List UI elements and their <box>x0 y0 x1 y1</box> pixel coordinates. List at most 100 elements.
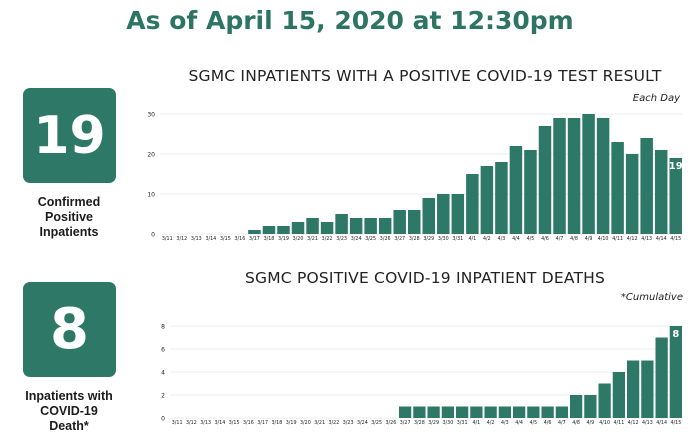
inpatients-x-tick-label: 3/30 <box>438 236 449 242</box>
inpatients-bar <box>466 174 479 234</box>
inpatients-bar <box>335 214 348 234</box>
deaths-x-tick-label: 4/15 <box>670 420 681 426</box>
inpatients-bar <box>349 218 363 234</box>
inpatients-x-tick-label: 4/2 <box>483 236 491 242</box>
deaths-chart-note: *Cumulative <box>620 292 683 303</box>
deaths-x-tick-label: 4/8 <box>572 420 580 426</box>
deaths-x-tick-label: 3/30 <box>442 420 453 426</box>
deaths-bar <box>655 337 668 418</box>
deaths-x-tick-label: 4/11 <box>613 420 624 426</box>
inpatients-data-label: 19 <box>669 161 683 172</box>
inpatients-bar <box>378 218 392 234</box>
page-headline: As of April 15, 2020 at 12:30pm <box>126 6 574 35</box>
inpatients-bar <box>393 210 406 234</box>
inpatients-x-tick-label: 3/12 <box>176 236 187 242</box>
inpatients-bar <box>364 218 377 234</box>
deaths-x-tick-label: 3/18 <box>271 420 282 426</box>
deaths-bar <box>527 406 540 418</box>
inpatients-x-tick-label: 4/10 <box>598 236 609 242</box>
inpatients-x-tick-label: 3/13 <box>191 236 202 242</box>
deaths-x-tick-label: 4/6 <box>544 420 552 426</box>
inpatients-x-tick-label: 3/28 <box>409 236 420 242</box>
inpatients-x-tick-label: 3/22 <box>322 236 333 242</box>
inpatients-bar <box>437 194 450 234</box>
deaths-x-tick-label: 3/31 <box>457 420 468 426</box>
deaths-bar <box>541 406 554 418</box>
inpatients-bar <box>495 162 508 234</box>
deaths-bar <box>498 406 512 418</box>
inpatients-y-tick-label: 0 <box>151 232 155 239</box>
inpatients-bar <box>480 166 494 234</box>
inpatients-x-tick-label: 4/12 <box>627 236 638 242</box>
deaths-x-tick-label: 4/4 <box>515 420 523 426</box>
deaths-x-tick-label: 4/12 <box>628 420 639 426</box>
deaths-x-tick-label: 3/28 <box>414 420 425 426</box>
inpatients-bar <box>654 150 668 234</box>
inpatients-x-tick-label: 4/3 <box>498 236 506 242</box>
deaths-x-tick-label: 3/16 <box>243 420 254 426</box>
inpatients-bar <box>567 118 581 234</box>
inpatients-x-tick-label: 3/21 <box>307 236 318 242</box>
inpatients-x-tick-label: 3/18 <box>264 236 275 242</box>
inpatients-bar <box>538 126 552 234</box>
deaths-bar <box>470 406 483 418</box>
deaths-x-tick-label: 4/14 <box>656 420 667 426</box>
deaths-x-tick-label: 3/22 <box>328 420 339 426</box>
deaths-x-tick-label: 4/2 <box>487 420 495 426</box>
inpatients-bar <box>277 226 290 234</box>
deaths-x-tick-label: 3/19 <box>286 420 297 426</box>
deaths-bar <box>555 406 569 418</box>
inpatients-y-tick-label: 20 <box>147 152 155 159</box>
deaths-y-tick-label: 2 <box>161 393 165 400</box>
deaths-bar <box>512 406 526 418</box>
inpatients-chart-note: Each Day <box>632 93 680 104</box>
deaths-x-tick-label: 3/13 <box>200 420 211 426</box>
deaths-x-tick-label: 4/9 <box>587 420 595 426</box>
deaths-bar <box>569 395 583 418</box>
deaths-y-tick-label: 0 <box>161 416 165 423</box>
deaths-y-tick-label: 4 <box>161 370 165 377</box>
inpatients-bar <box>553 118 566 234</box>
deaths-x-tick-label: 4/5 <box>530 420 538 426</box>
inpatients-x-tick-label: 3/27 <box>394 236 405 242</box>
inpatients-x-tick-label: 4/8 <box>570 236 578 242</box>
inpatients-bar <box>524 150 537 234</box>
inpatients-x-tick-label: 3/11 <box>162 236 173 242</box>
deaths-x-tick-label: 3/21 <box>314 420 325 426</box>
deaths-x-tick-label: 3/27 <box>400 420 411 426</box>
deaths-bar <box>427 406 440 418</box>
deaths-bar <box>626 360 640 418</box>
inpatients-x-tick-label: 3/26 <box>380 236 391 242</box>
deaths-bar <box>413 406 426 418</box>
deaths-bar <box>398 406 412 418</box>
inpatients-bar <box>306 218 319 234</box>
deaths-x-tick-label: 3/25 <box>371 420 382 426</box>
deaths-y-tick-label: 6 <box>161 347 165 354</box>
inpatients-bar <box>451 194 465 234</box>
deaths-x-tick-label: 3/14 <box>214 420 225 426</box>
deaths-x-tick-label: 4/10 <box>599 420 610 426</box>
inpatients-x-tick-label: 3/16 <box>235 236 246 242</box>
inpatient-deaths-caption: Inpatients with COVID-19 Death* <box>25 389 113 433</box>
inpatients-y-tick-label: 10 <box>147 192 155 199</box>
inpatients-x-tick-label: 4/14 <box>656 236 667 242</box>
inpatients-x-tick-label: 3/17 <box>249 236 260 242</box>
inpatients-bar <box>611 142 624 234</box>
inpatient-deaths-value: 8 <box>23 282 116 377</box>
inpatients-x-tick-label: 3/29 <box>423 236 434 242</box>
deaths-x-tick-label: 4/1 <box>473 420 481 426</box>
deaths-x-tick-label: 4/7 <box>558 420 566 426</box>
inpatients-bar <box>320 222 334 234</box>
confirmed-inpatients-value: 19 <box>23 88 116 183</box>
deaths-x-tick-label: 4/3 <box>501 420 509 426</box>
inpatients-y-tick-label: 30 <box>147 112 155 119</box>
inpatients-x-tick-label: 4/9 <box>585 236 593 242</box>
deaths-x-tick-label: 3/29 <box>428 420 439 426</box>
deaths-x-tick-label: 3/12 <box>186 420 197 426</box>
deaths-bar <box>669 326 683 418</box>
inpatients-bar <box>407 210 421 234</box>
inpatients-bar <box>669 158 682 234</box>
inpatients-chart-title: SGMC INPATIENTS WITH A POSITIVE COVID-19… <box>188 67 662 85</box>
inpatients-x-tick-label: 3/23 <box>336 236 347 242</box>
inpatients-x-tick-label: 3/31 <box>452 236 463 242</box>
